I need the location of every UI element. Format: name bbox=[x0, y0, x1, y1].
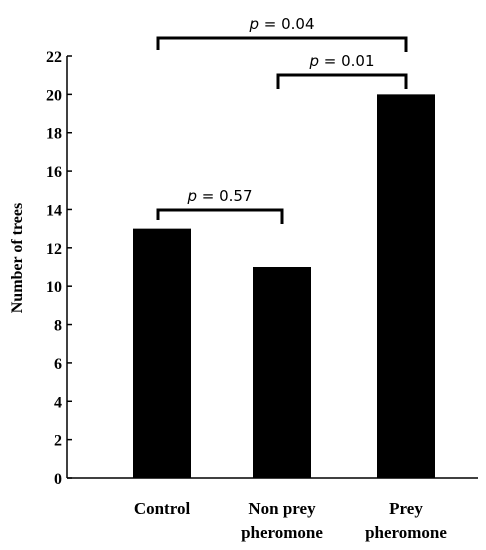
y-tick-label: 4 bbox=[54, 394, 62, 411]
y-tick-label: 12 bbox=[46, 241, 62, 258]
y-tick-label: 16 bbox=[46, 164, 62, 181]
bar bbox=[253, 267, 311, 478]
x-category-label: Non prey bbox=[248, 499, 316, 518]
significance-bracket bbox=[276, 73, 408, 89]
x-axis-labels: Control Non prey pheromone Prey pheromone bbox=[134, 499, 448, 542]
x-category-label: Control bbox=[134, 499, 191, 518]
bars bbox=[133, 94, 435, 478]
y-tick-label: 2 bbox=[54, 433, 62, 450]
y-tick-label: 6 bbox=[54, 356, 62, 373]
y-tick-label: 22 bbox=[46, 49, 62, 66]
x-category-label: pheromone bbox=[365, 523, 447, 542]
bar bbox=[377, 94, 435, 478]
p-value-label: p = 0.01 bbox=[308, 52, 374, 70]
y-tick-label: 10 bbox=[46, 279, 62, 296]
bar bbox=[133, 228, 191, 478]
y-tick-label: 0 bbox=[54, 471, 62, 488]
y-tick-label: 18 bbox=[46, 126, 62, 143]
p-value-label: p = 0.04 bbox=[248, 15, 314, 33]
x-category-label: pheromone bbox=[241, 523, 323, 542]
significance-brackets: p = 0.57 p = 0.01 p = 0.04 bbox=[156, 15, 408, 224]
y-tick-label: 8 bbox=[54, 318, 62, 335]
y-tick-label: 14 bbox=[46, 202, 62, 219]
significance-bracket bbox=[156, 36, 408, 52]
y-axis: 0 2 4 6 8 10 12 14 16 18 20 22 bbox=[46, 49, 478, 488]
y-tick-label: 20 bbox=[46, 87, 62, 104]
x-category-label: Prey bbox=[389, 499, 423, 518]
y-axis-label: Number of trees bbox=[9, 203, 26, 314]
significance-bracket bbox=[156, 208, 284, 224]
p-value-label: p = 0.57 bbox=[186, 187, 252, 205]
